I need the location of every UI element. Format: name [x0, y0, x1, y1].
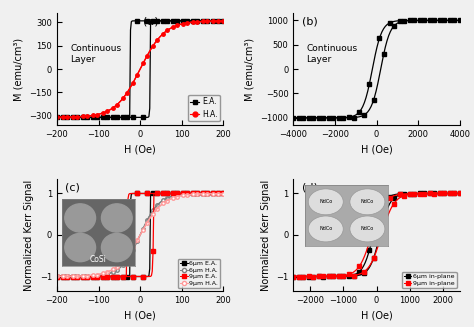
- Legend: 6μm in-plane, 9μm in-plane: 6μm in-plane, 9μm in-plane: [402, 272, 456, 288]
- X-axis label: H (Oe): H (Oe): [124, 310, 156, 320]
- Text: Continuous
Layer: Continuous Layer: [70, 44, 121, 64]
- Y-axis label: Normalized Kerr Signal: Normalized Kerr Signal: [261, 180, 271, 291]
- X-axis label: H (Oe): H (Oe): [124, 145, 156, 155]
- Legend: E.A., H.A.: E.A., H.A.: [188, 95, 219, 121]
- Text: (b): (b): [301, 16, 318, 26]
- Text: (a): (a): [144, 16, 159, 26]
- Legend: 6μm E.A., 6μm H.A., 9μm E.A., 9μm H.A.: 6μm E.A., 6μm H.A., 9μm E.A., 9μm H.A.: [178, 259, 220, 288]
- Y-axis label: M (emu/cm³): M (emu/cm³): [14, 38, 24, 101]
- Y-axis label: Normalized Kerr Signal: Normalized Kerr Signal: [24, 180, 34, 291]
- Text: Continuous
Layer: Continuous Layer: [307, 44, 358, 64]
- Text: (c): (c): [65, 182, 80, 192]
- Text: (d): (d): [301, 182, 318, 192]
- Y-axis label: M (emu/cm³): M (emu/cm³): [245, 38, 255, 101]
- X-axis label: H (Oe): H (Oe): [361, 145, 392, 155]
- X-axis label: H (Oe): H (Oe): [361, 310, 392, 320]
